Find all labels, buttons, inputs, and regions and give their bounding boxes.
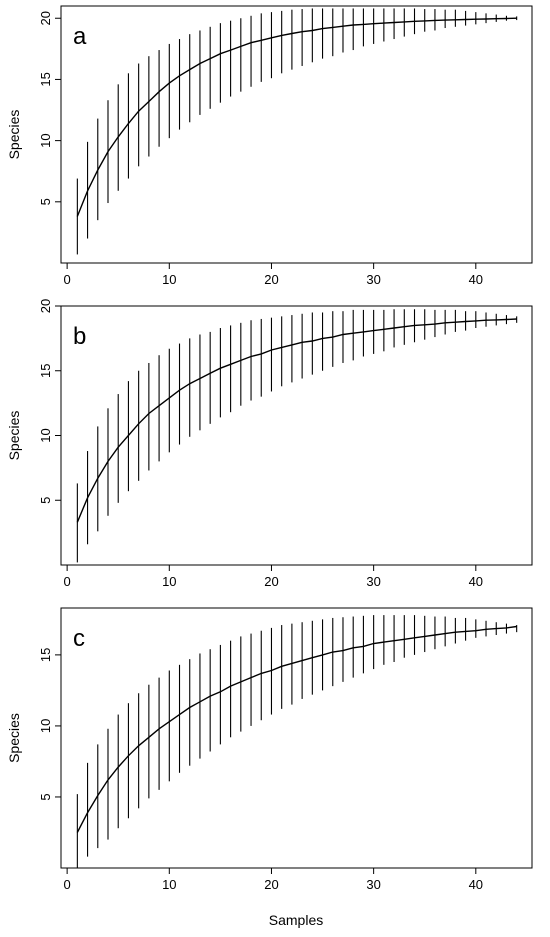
- x-tick-label: 40: [469, 272, 483, 287]
- y-tick-label: 5: [38, 497, 53, 504]
- y-axis-title: Species: [6, 411, 22, 461]
- panel-label: c: [73, 625, 85, 652]
- x-tick-label: 30: [366, 574, 380, 589]
- plot-frame: [60, 5, 533, 264]
- panel-label: b: [73, 323, 86, 350]
- x-tick-label: 0: [64, 877, 71, 892]
- x-tick-label: 20: [264, 877, 278, 892]
- x-tick-label: 40: [469, 574, 483, 589]
- y-tick-label: 10: [38, 133, 53, 147]
- y-tick-label: 5: [38, 198, 53, 205]
- panel-b: 0 10 20 30 40 5 10 15 20 Species b: [6, 299, 533, 589]
- x-tick-label: 20: [264, 272, 278, 287]
- panel-a: 0 10 20 30 40 5 10 15 20 Species a: [6, 5, 533, 287]
- x-tick-label: 30: [366, 272, 380, 287]
- y-tick-label: 10: [38, 719, 53, 733]
- plot-frame: [60, 305, 533, 566]
- panel-label: a: [73, 23, 87, 50]
- y-tick-label: 10: [38, 428, 53, 442]
- y-axis-title: Species: [6, 110, 22, 160]
- y-tick-label: 15: [38, 648, 53, 662]
- x-tick-label: 10: [162, 272, 176, 287]
- y-tick-label: 15: [38, 72, 53, 86]
- x-tick-label: 0: [64, 272, 71, 287]
- x-tick-label: 40: [469, 877, 483, 892]
- y-tick-label: 15: [38, 364, 53, 378]
- x-tick-label: 10: [162, 877, 176, 892]
- species-curve: [76, 318, 517, 523]
- x-tick-label: 10: [162, 574, 176, 589]
- y-tick-label: 20: [38, 11, 53, 25]
- panel-c: 0 10 20 30 40 5 10 15 Species c: [6, 607, 533, 892]
- x-axis-title: Samples: [269, 912, 323, 928]
- x-tick-label: 0: [64, 574, 71, 589]
- species-curve: [76, 17, 517, 217]
- x-tick-label: 30: [366, 877, 380, 892]
- y-tick-label: 5: [38, 793, 53, 800]
- plot-frame: [60, 607, 533, 869]
- y-axis-title: Species: [6, 713, 22, 763]
- y-tick-label: 20: [38, 299, 53, 313]
- species-curve: [76, 625, 517, 833]
- x-tick-label: 20: [264, 574, 278, 589]
